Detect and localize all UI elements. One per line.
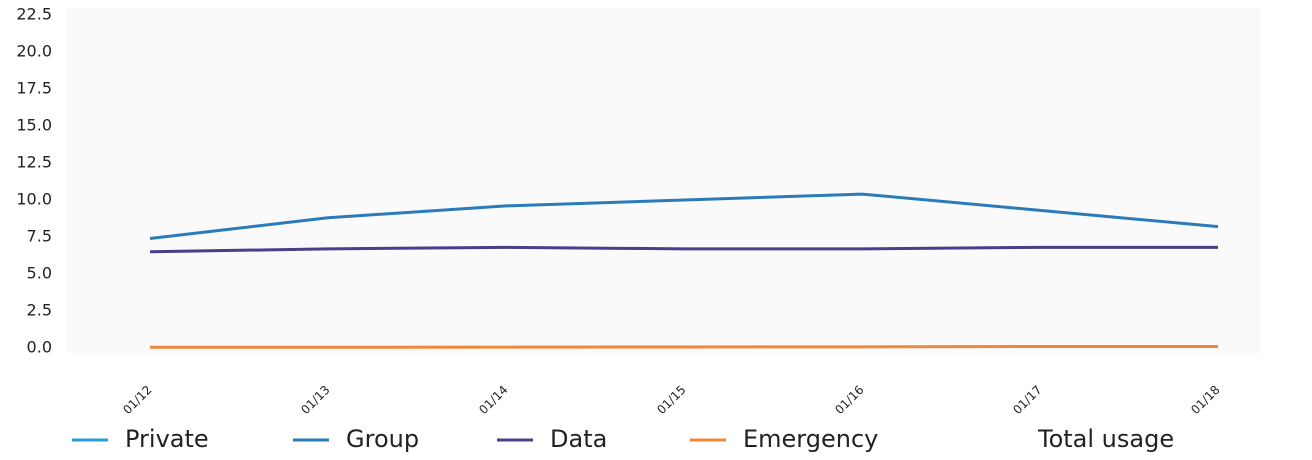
y-tick-label: 22.5 — [16, 5, 52, 24]
legend-item: Private — [72, 425, 209, 453]
legend-label: Data — [550, 425, 607, 453]
legend-label: Group — [346, 425, 419, 453]
y-tick-label: 15.0 — [16, 116, 52, 135]
legend-item: Group — [293, 425, 419, 453]
y-tick-label: 12.5 — [16, 153, 52, 172]
x-tick-label: 01/13 — [298, 383, 332, 417]
x-tick-label: 01/14 — [476, 383, 510, 417]
legend-item: Data — [497, 425, 607, 453]
y-tick-label: 2.5 — [27, 301, 52, 320]
y-tick-label: 10.0 — [16, 190, 52, 209]
legend-label: Total usage — [1037, 425, 1174, 453]
y-tick-label: 7.5 — [27, 227, 52, 246]
legend-label: Private — [125, 425, 209, 453]
y-tick-label: 17.5 — [16, 79, 52, 98]
series-line — [149, 245, 1218, 254]
x-tick-label: 01/12 — [120, 383, 154, 417]
y-tick-label: 20.0 — [16, 42, 52, 61]
series-line — [149, 192, 1219, 240]
y-tick-label: 5.0 — [27, 264, 52, 283]
legend-item: Total usage — [985, 425, 1174, 453]
plot-background — [66, 8, 1260, 353]
legend-item: Emergency — [690, 425, 878, 453]
x-tick-label: 01/17 — [1010, 383, 1044, 417]
y-tick-label: 0.0 — [27, 338, 52, 357]
x-tick-label: 01/15 — [654, 383, 688, 417]
x-tick-label: 01/16 — [832, 383, 866, 417]
x-tick-label: 01/18 — [1188, 383, 1222, 417]
legend-label: Emergency — [743, 425, 878, 453]
series-line — [150, 345, 1218, 349]
